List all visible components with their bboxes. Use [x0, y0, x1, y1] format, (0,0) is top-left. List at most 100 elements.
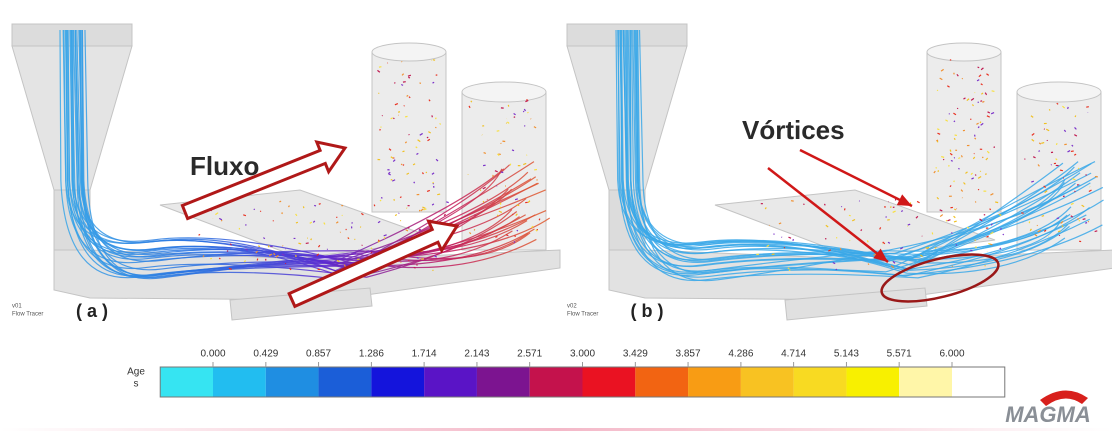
- legend-swatch: [213, 367, 266, 397]
- particle: [474, 229, 475, 230]
- particle: [420, 83, 421, 84]
- particle: [407, 95, 409, 96]
- particle: [243, 215, 246, 216]
- particle: [288, 206, 289, 208]
- particle: [408, 228, 410, 229]
- legend-swatch: [160, 367, 213, 397]
- particle: [982, 157, 983, 158]
- particle: [537, 179, 538, 180]
- particle: [784, 247, 785, 248]
- particle: [408, 77, 410, 78]
- particle: [951, 160, 953, 161]
- panel-tracer: Flow Tracer: [12, 312, 43, 318]
- particle: [1095, 231, 1098, 232]
- particle: [774, 234, 775, 235]
- particle: [401, 164, 402, 165]
- legend-swatch: [530, 367, 583, 397]
- particle: [517, 230, 518, 231]
- particle: [263, 238, 264, 239]
- figure: ( a )v01Flow Tracer( b )v02Flow Tracer A…: [0, 0, 1112, 435]
- particle: [506, 235, 507, 236]
- legend-swatch: [424, 367, 477, 397]
- particle: [432, 182, 433, 183]
- simulation-panel: ( b )v02Flow Tracer: [567, 24, 1112, 321]
- particle: [258, 246, 260, 247]
- particle: [992, 91, 995, 92]
- particle: [436, 75, 438, 76]
- cylinder: [1017, 92, 1101, 250]
- particle: [985, 174, 986, 175]
- particle: [886, 217, 887, 218]
- particle: [954, 181, 955, 182]
- particle: [260, 211, 261, 212]
- particle: [1078, 168, 1079, 169]
- particle: [219, 258, 220, 259]
- particle: [471, 101, 472, 102]
- particle: [949, 165, 950, 166]
- particle: [437, 194, 440, 195]
- legend-tick-label: 5.143: [834, 349, 859, 360]
- particle: [298, 243, 301, 244]
- particle: [1058, 231, 1060, 232]
- color-legend: Age s 0.0000.4290.8571.2861.7142.1432.57…: [127, 349, 1005, 397]
- particle: [475, 215, 476, 216]
- particle: [967, 227, 969, 228]
- particle: [1086, 107, 1089, 108]
- panel-label: ( a ): [76, 301, 108, 321]
- particle: [772, 254, 775, 255]
- legend-swatch: [741, 367, 794, 397]
- legend-tick-label: 3.429: [623, 349, 648, 360]
- legend-tick-label: 4.714: [781, 349, 806, 360]
- particle: [954, 158, 955, 159]
- particle: [1068, 107, 1069, 109]
- particle: [937, 129, 939, 130]
- legend-tick-label: 6.000: [939, 349, 964, 360]
- legend-swatch: [846, 367, 899, 397]
- particle: [946, 220, 947, 221]
- particle: [980, 101, 982, 102]
- particle: [416, 265, 417, 266]
- particle: [991, 224, 992, 226]
- cylinder-top: [927, 43, 1001, 61]
- logo-text: MAGMA: [1005, 402, 1091, 427]
- legend-swatch: [794, 367, 847, 397]
- legend-title: Age: [127, 367, 145, 378]
- particle: [954, 216, 956, 218]
- particle: [901, 211, 903, 212]
- particle: [414, 267, 416, 268]
- particle: [515, 199, 518, 200]
- particle: [836, 269, 837, 270]
- particle: [319, 204, 321, 205]
- particle: [954, 138, 955, 140]
- panel-version: v02: [567, 304, 577, 310]
- particle: [961, 155, 962, 157]
- particle: [861, 229, 862, 230]
- particle: [936, 167, 937, 168]
- particle: [940, 215, 943, 217]
- particle: [1042, 216, 1044, 217]
- legend-swatch: [477, 367, 530, 397]
- particle: [371, 248, 372, 249]
- particle: [1051, 165, 1052, 166]
- particle: [824, 204, 825, 206]
- particle: [314, 205, 316, 206]
- particle: [497, 215, 498, 216]
- particle: [381, 198, 382, 199]
- particle: [517, 205, 520, 206]
- particle: [380, 200, 381, 201]
- particle: [988, 243, 990, 244]
- legend-swatch: [635, 367, 688, 397]
- particle: [1056, 143, 1057, 145]
- particle: [510, 164, 511, 166]
- particle: [990, 209, 991, 210]
- legend-tick-label: 5.571: [887, 349, 912, 360]
- legend-swatch: [688, 367, 741, 397]
- particle: [378, 93, 379, 94]
- particle: [506, 123, 507, 124]
- cylinder-top: [462, 82, 546, 102]
- particle: [779, 223, 781, 224]
- particle: [440, 123, 441, 124]
- legend-tick-label: 0.857: [306, 349, 331, 360]
- legend-tick-label: 2.143: [464, 349, 489, 360]
- particle: [227, 251, 228, 252]
